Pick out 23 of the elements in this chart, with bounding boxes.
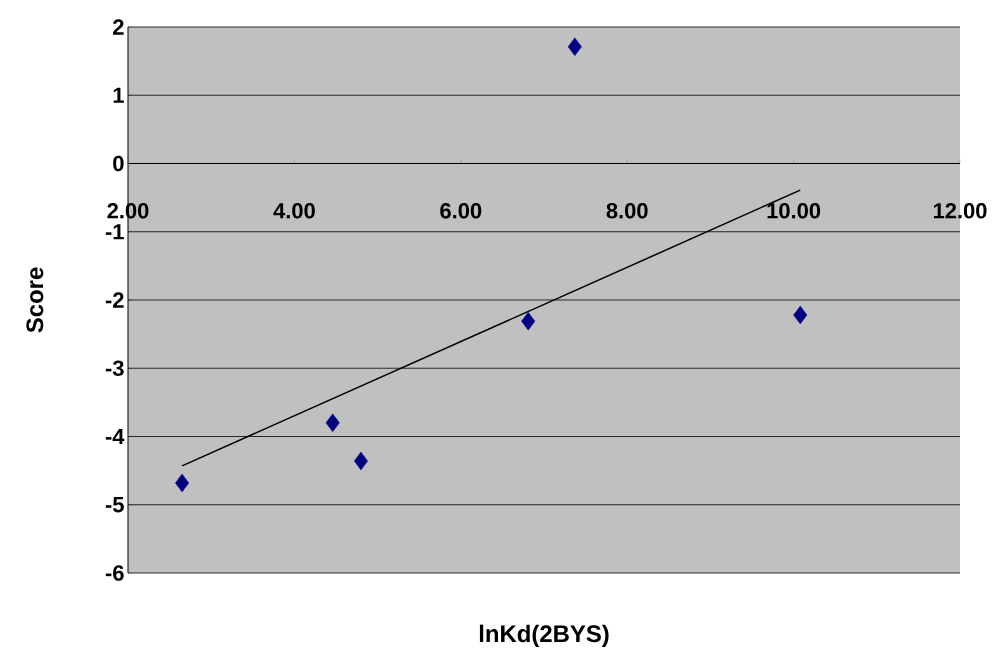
- x-tick-label: 2.00: [107, 203, 149, 219]
- y-tick-label: 0: [113, 155, 124, 172]
- x-tick-label: 6.00: [440, 203, 482, 219]
- y-tick-label: 2: [113, 19, 124, 35]
- y-tick-label: -1: [105, 224, 124, 240]
- y-tick-label: -2: [105, 292, 124, 308]
- point: [567, 37, 582, 56]
- x-tick-label: 10.00: [767, 203, 821, 219]
- x-tick-label: 4.00: [273, 203, 315, 219]
- y-tick-label: 1: [113, 87, 124, 103]
- x-tick-label: 8.00: [606, 203, 648, 219]
- point: [354, 451, 368, 471]
- point: [521, 311, 536, 331]
- x-tick-label: 12.00: [933, 203, 987, 219]
- y-tick-label: -4: [105, 428, 125, 445]
- x-axis-title: lnKd(2BYS): [479, 624, 609, 647]
- point: [325, 413, 340, 433]
- y-tick-label: -5: [105, 497, 124, 513]
- y-tick-label: -6: [105, 565, 124, 581]
- y-tick-label: -3: [105, 360, 124, 377]
- point: [793, 305, 808, 325]
- y-axis-title: Score: [26, 267, 44, 333]
- point: [175, 473, 190, 493]
